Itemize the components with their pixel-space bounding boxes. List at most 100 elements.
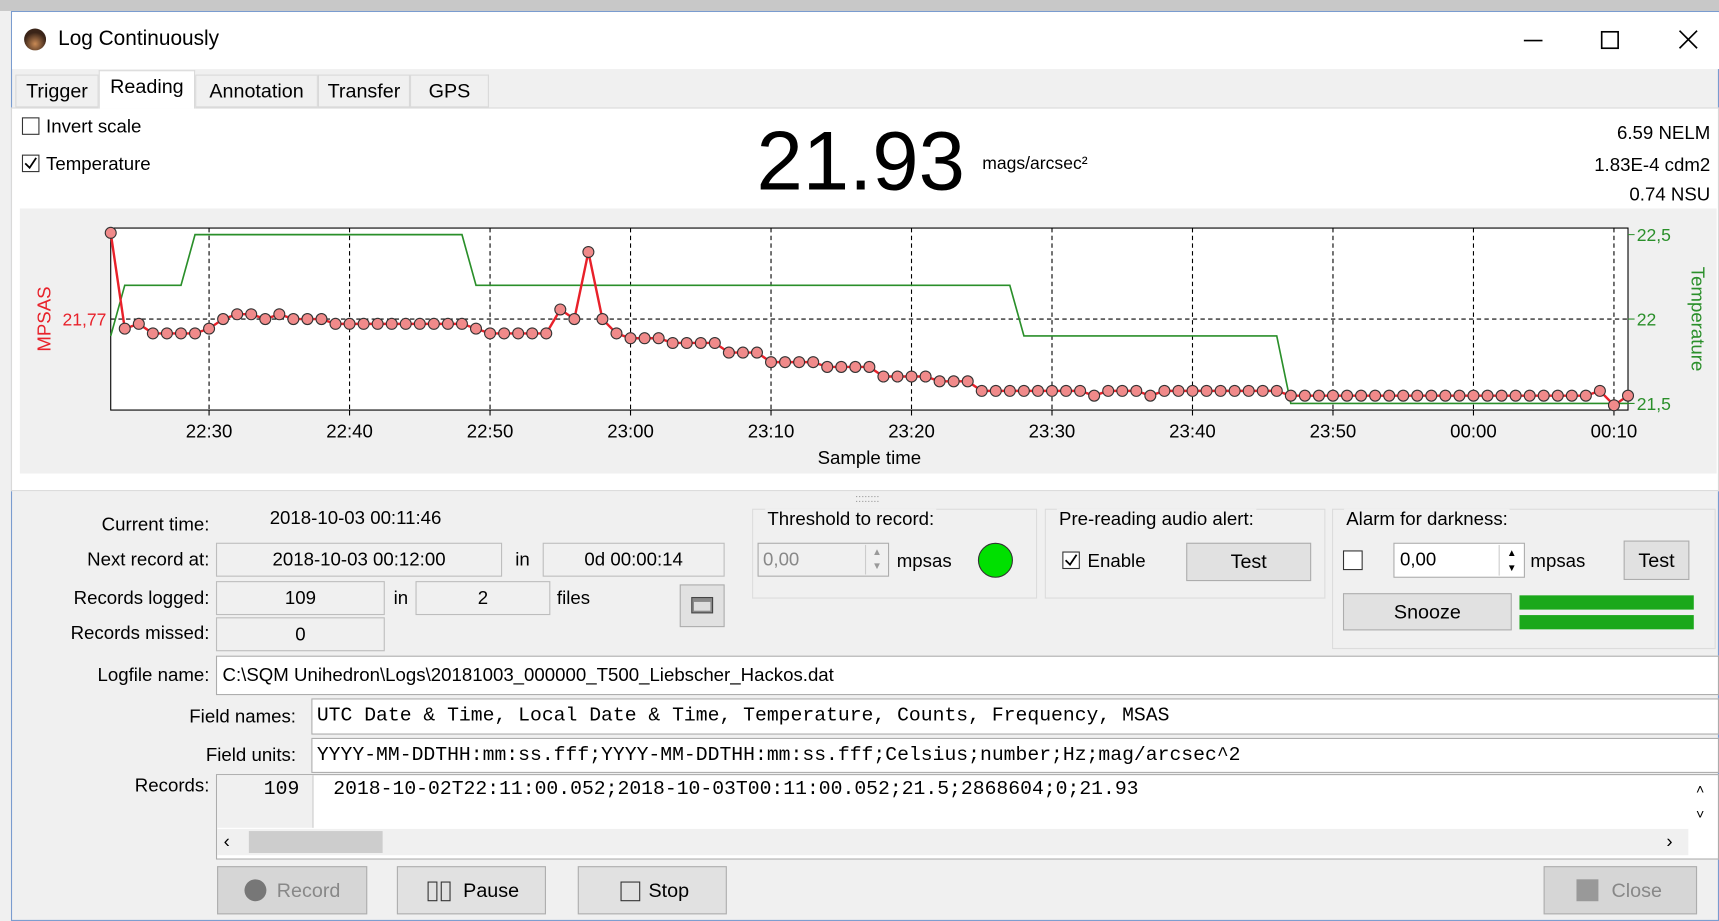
stop-button[interactable]: Stop [577, 866, 727, 915]
x-tick-label: 23:00 [607, 420, 654, 441]
close-button[interactable]: Close [1543, 866, 1698, 915]
pause-button[interactable]: Pause [396, 866, 546, 915]
data-point [975, 384, 988, 397]
scroll-right[interactable]: › [1666, 831, 1673, 852]
data-point [469, 322, 483, 335]
tab[interactable]: Transfer [317, 74, 411, 108]
data-point [1369, 389, 1382, 402]
checkbox[interactable] [1062, 551, 1080, 570]
data-point [1621, 389, 1635, 402]
alarm-group [1332, 508, 1716, 650]
data-point [933, 375, 946, 388]
scroll-up[interactable]: ˄ [1695, 780, 1705, 798]
data-point [203, 322, 216, 335]
data-point [1172, 384, 1185, 397]
app-icon [24, 28, 47, 51]
checkbox-label: Enable [1087, 550, 1146, 572]
tab[interactable]: Trigger [15, 74, 99, 108]
data-point [217, 313, 230, 326]
chart: 22:30 22:40 22:50 23:00 23:10 23:20 23:30 23:40… [19, 208, 1717, 474]
checkbox[interactable] [21, 117, 40, 135]
scroll-thumb[interactable] [248, 831, 383, 853]
alarm-bar [1519, 615, 1694, 630]
snooze-button[interactable]: Snooze [1342, 593, 1512, 631]
scroll-left[interactable]: ‹ [223, 831, 230, 852]
tab[interactable]: Annotation [195, 74, 318, 108]
data-point [666, 336, 679, 350]
data-point [343, 317, 356, 330]
splitter[interactable]: :::::::: [855, 493, 880, 506]
x-tick-label: 23:40 [1169, 420, 1216, 441]
check-mark [1064, 554, 1078, 567]
data-point [1045, 384, 1059, 397]
tab[interactable]: GPS [410, 74, 489, 108]
test-button[interactable]: Test [1186, 542, 1312, 582]
data-point [652, 332, 665, 345]
data-point [1509, 389, 1522, 402]
x-tick-label: 23:50 [1310, 420, 1357, 441]
data-point [1130, 384, 1143, 397]
label: Field names: [189, 706, 297, 727]
h-scrollbar[interactable] [217, 828, 1689, 856]
data-point [413, 317, 426, 330]
data-point [1031, 384, 1044, 397]
record-button[interactable]: Record [217, 866, 368, 915]
x-tick-label: 00:10 [1591, 420, 1638, 441]
data-point [1200, 384, 1213, 397]
test-button[interactable]: Test [1623, 540, 1690, 580]
checkbox-label: Temperature [46, 153, 151, 175]
field-units: YYYY-MM-DDTHH:mm:ss.fff;YYYY-MM-DDTHH:mm… [311, 737, 1719, 773]
window-title: Log Continuously [58, 27, 220, 51]
data-point [1228, 384, 1241, 397]
data-point [638, 332, 651, 345]
pause-icon [427, 881, 438, 902]
data-point [526, 327, 539, 340]
data-point [1565, 389, 1578, 402]
data-point [1340, 389, 1354, 402]
data-point [1017, 384, 1030, 397]
files-count: 2 [415, 581, 551, 616]
scroll-down[interactable]: ˅ [1695, 805, 1705, 823]
data-point [835, 360, 848, 373]
data-point [1242, 384, 1255, 397]
data-point [1607, 399, 1620, 412]
data-point [905, 370, 918, 383]
data-point [1256, 384, 1269, 397]
data-point [301, 313, 314, 326]
open-folder[interactable] [679, 584, 725, 628]
data-point [736, 346, 749, 359]
data-point [188, 327, 202, 340]
label: Current time: [101, 514, 210, 536]
checkbox[interactable] [21, 154, 40, 173]
gutter [217, 775, 314, 828]
checkbox[interactable] [1342, 550, 1363, 571]
data-point [680, 336, 693, 350]
label: in [515, 549, 530, 571]
data-point [1270, 384, 1283, 397]
data-point [1467, 389, 1480, 402]
data-point [1312, 389, 1325, 402]
data-point [371, 317, 384, 330]
data-point [1593, 384, 1606, 397]
alarm-input[interactable]: 0,00 [1393, 542, 1525, 578]
spinner[interactable]: ▲ ▼ [1498, 544, 1524, 576]
data-point [863, 360, 876, 373]
data-point [961, 375, 974, 388]
data-point [1425, 389, 1438, 402]
data-point [1397, 389, 1410, 402]
unit: mpsas [896, 550, 952, 572]
data-point [146, 327, 159, 340]
data-point [441, 317, 454, 330]
tab[interactable]: Reading [98, 70, 196, 109]
data-point [498, 327, 511, 340]
records-missed: 0 [215, 617, 385, 652]
data-point [1060, 384, 1073, 397]
data-point [118, 322, 131, 335]
maximize[interactable] [1600, 30, 1619, 50]
close-window[interactable] [1678, 30, 1698, 49]
logfile-name[interactable]: C:\SQM Unihedron\Logs\20181003_000000_T5… [215, 655, 1719, 696]
data-point [455, 317, 468, 330]
nsu: 0.74 NSU [1629, 184, 1711, 206]
record-line: 2018-10-02T22:11:00.052;2018-10-03T00:11… [333, 778, 1139, 801]
